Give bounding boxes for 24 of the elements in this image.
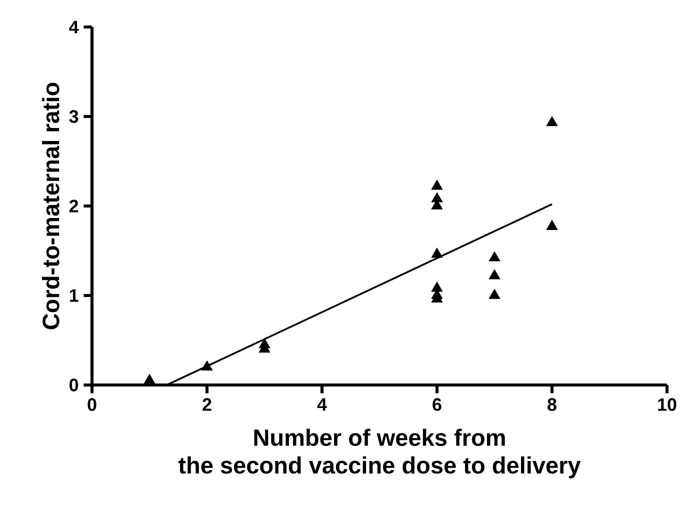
point [546, 116, 558, 126]
point [546, 220, 558, 230]
x-tick-label: 6 [432, 398, 442, 411]
y-tick-label: 0 [70, 378, 78, 392]
x-tick-label: 4 [317, 398, 327, 411]
x-tick-label: 0 [88, 398, 96, 411]
point [431, 180, 443, 190]
y-tick-label: 2 [69, 200, 78, 212]
point [431, 248, 443, 258]
y-tick-label: 3 [69, 110, 78, 123]
point [488, 288, 500, 299]
point [488, 269, 500, 280]
x-axis-title: Number of weeks from the second vaccine dose to delivery [178, 428, 581, 478]
y-tick-label: 1 [70, 289, 78, 302]
x-tick-label: 10 [658, 398, 676, 411]
point [488, 251, 500, 262]
point [201, 360, 213, 370]
point [431, 192, 443, 202]
x-tick-label: 2 [202, 398, 212, 411]
x-tick-label: 8 [548, 398, 556, 411]
y-axis-title: Cord-to-maternal ratio [42, 82, 60, 330]
y-tick-label: 4 [69, 20, 79, 34]
point [144, 374, 156, 384]
point [431, 282, 443, 292]
